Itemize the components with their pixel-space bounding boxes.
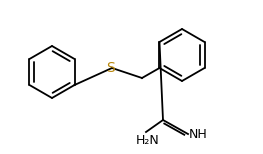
Text: S: S <box>107 61 115 75</box>
Text: NH: NH <box>189 128 207 142</box>
Text: H₂N: H₂N <box>136 134 160 146</box>
